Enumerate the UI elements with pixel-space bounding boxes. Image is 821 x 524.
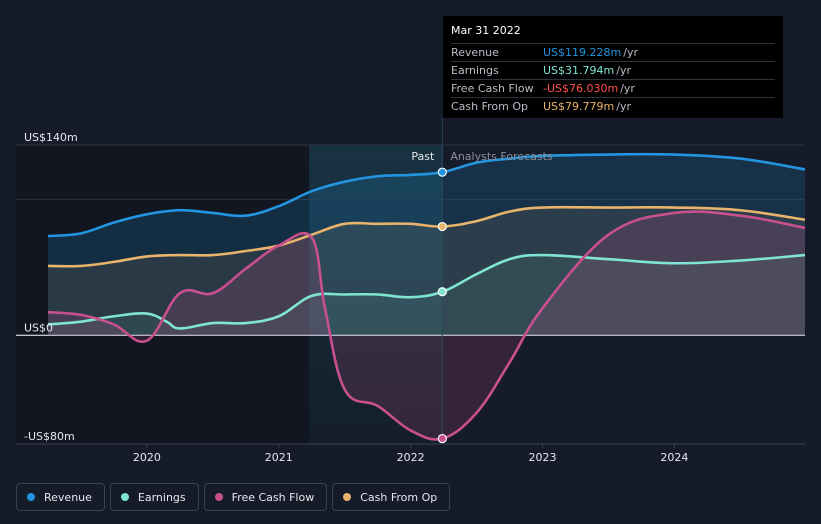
tooltip-label: Earnings (451, 63, 499, 77)
y-tick-label: -US$80m (24, 430, 75, 443)
legend: Revenue Earnings Free Cash Flow Cash Fro… (16, 483, 451, 511)
marker-earnings (437, 287, 447, 297)
tooltip-label: Free Cash Flow (451, 81, 534, 95)
tooltip-value: US$119.228m (543, 45, 622, 59)
legend-item-cash-from-op[interactable]: Cash From Op (332, 483, 451, 511)
tooltip-unit: /yr (616, 99, 631, 113)
series-line-free-cash-flow (47, 210, 806, 441)
tooltip-value: US$79.779m (543, 99, 615, 113)
tooltip: Mar 31 2022 Revenue US$119.228m /yr Earn… (443, 16, 783, 118)
tooltip-value: -US$76.030m (543, 81, 619, 95)
series-areas (48, 154, 805, 440)
x-tick-label: 2021 (265, 451, 293, 464)
tooltip-row-free-cash-flow: Free Cash Flow -US$76.030m /yr (451, 79, 775, 97)
legend-item-earnings[interactable]: Earnings (109, 483, 199, 511)
tooltip-row-cash-from-op: Cash From Op US$79.779m /yr (451, 97, 775, 115)
series-lines (47, 152, 806, 441)
y-axis-labels: US$140m US$0 -US$80m (24, 131, 78, 443)
marker-free-cash-flow (437, 433, 447, 444)
tooltip-row-revenue: Revenue US$119.228m /yr (451, 43, 775, 61)
legend-label: Cash From Op (360, 490, 438, 504)
tooltip-markers (437, 167, 447, 444)
series-area-revenue (48, 154, 805, 336)
tooltip-date: Mar 31 2022 (451, 24, 521, 37)
legend-label: Earnings (137, 490, 186, 504)
series-line-revenue (47, 152, 806, 238)
x-tick-label: 2022 (397, 451, 425, 464)
tooltip-label: Revenue (451, 45, 499, 59)
y-tick-label: US$0 (24, 321, 53, 334)
legend-label: Revenue (44, 490, 92, 504)
forecast-label: Analysts Forecasts (450, 150, 553, 163)
legend-dot-icon (214, 493, 223, 501)
tooltip-value: US$31.794m (543, 63, 615, 77)
series-area-earnings (48, 255, 805, 336)
tooltip-unit: /yr (616, 63, 631, 77)
series-line-earnings (47, 253, 806, 330)
series-area-free-cash-flow (48, 211, 805, 440)
marker-cash-from-op (437, 221, 447, 232)
legend-dot-icon (120, 493, 129, 501)
legend-label: Free Cash Flow (231, 490, 315, 504)
past-label: Past (411, 150, 435, 163)
tooltip-unit: /yr (623, 45, 638, 59)
y-tick-label: US$140m (24, 131, 78, 144)
tooltip-row-earnings: Earnings US$31.794m /yr (451, 61, 775, 79)
marker-revenue (437, 167, 447, 177)
series-area-cash-from-op (48, 207, 805, 336)
series-line-cash-from-op (47, 205, 806, 268)
legend-item-revenue[interactable]: Revenue (16, 483, 105, 511)
legend-dot-icon (27, 493, 35, 501)
x-tick-label: 2020 (133, 451, 161, 464)
x-tick-label: 2024 (660, 451, 688, 464)
tooltip-unit: /yr (620, 81, 635, 95)
legend-item-free-cash-flow[interactable]: Free Cash Flow (203, 483, 328, 511)
legend-dot-icon (343, 493, 352, 501)
tooltip-label: Cash From Op (451, 99, 529, 113)
x-axis-labels: 2020 2021 2022 2023 2024 (133, 444, 688, 464)
x-tick-label: 2023 (529, 451, 557, 464)
